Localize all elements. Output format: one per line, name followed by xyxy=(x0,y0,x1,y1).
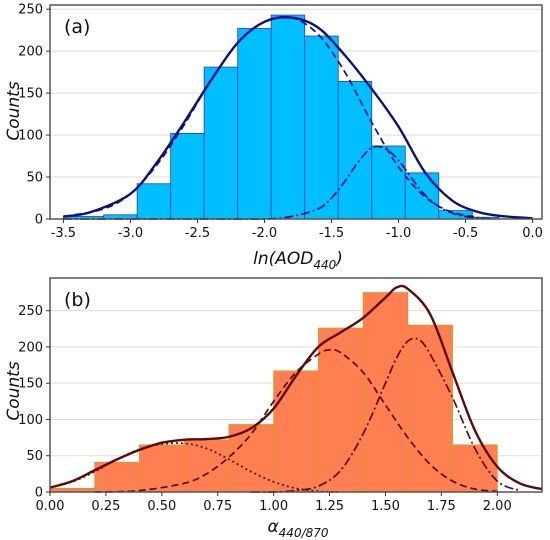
x-tick-label: -3.5 xyxy=(51,226,76,241)
y-tick-label: 50 xyxy=(26,171,43,186)
panel-a: -3.5 -3.0 -2.5 -2.0 -1.5 -1.0 -0.5 0.0 0 50 100 15… xyxy=(4,3,543,272)
histogram-bar xyxy=(404,172,440,220)
bars-b xyxy=(49,292,498,493)
curves-b xyxy=(49,284,543,493)
y-tick-label: 0 xyxy=(35,213,43,228)
x-axis-label-a: ln(AOD440) xyxy=(253,249,343,272)
histogram-bar xyxy=(273,370,319,493)
histogram-bar xyxy=(237,28,272,220)
histogram-bar xyxy=(362,292,409,493)
x-tick-label: 0.25 xyxy=(91,499,120,514)
x-ticks-b: 0.00 0.25 0.50 0.75 1.00 1.25 1.50 1.75 2.00 xyxy=(36,492,512,514)
fit-curve-dashdot xyxy=(63,145,493,221)
histogram-bar xyxy=(317,327,364,493)
y-tick-label: 250 xyxy=(18,304,43,319)
y-tick-label: 100 xyxy=(18,413,43,428)
y-tick-label: 250 xyxy=(18,3,43,18)
histogram-bar xyxy=(337,80,373,220)
histogram-bar xyxy=(452,444,498,493)
panel-b: 0.00 0.25 0.50 0.75 1.00 1.25 1.50 1.75 2.00 0 50… xyxy=(4,277,543,540)
x-axis-label-b: α440/870 xyxy=(267,517,328,540)
histogram-bar xyxy=(270,14,306,220)
x-tick-label: 1.50 xyxy=(371,499,400,514)
x-tick-label: 1.25 xyxy=(315,499,344,514)
x-tick-label: -2.0 xyxy=(252,226,277,241)
fit-curve-dashed xyxy=(94,348,498,493)
x-tick-label: -1.5 xyxy=(319,226,344,241)
panel-label-b: (b) xyxy=(64,289,91,311)
x-tick-label: -2.5 xyxy=(185,226,210,241)
histogram-bar xyxy=(304,35,339,220)
y-tick-label: 50 xyxy=(26,449,43,464)
fit-curve-dashdot xyxy=(251,337,520,493)
y-tick-label: 150 xyxy=(18,377,43,392)
x-ticks-a: -3.5 -3.0 -2.5 -2.0 -1.5 -1.0 -0.5 0.0 xyxy=(51,219,543,241)
x-tick-label: 1.75 xyxy=(427,499,456,514)
y-ticks-a: 0 50 100 150 200 250 xyxy=(18,3,50,228)
x-tick-label: 1.00 xyxy=(259,499,288,514)
y-axis-label-a: Counts xyxy=(4,81,24,140)
histogram-bar xyxy=(371,145,406,220)
x-tick-label: 0.0 xyxy=(522,226,543,241)
y-tick-label: 100 xyxy=(18,129,43,144)
y-tick-label: 0 xyxy=(35,486,43,501)
y-tick-label: 150 xyxy=(18,87,43,102)
x-tick-label: 0.50 xyxy=(147,499,176,514)
curves-a xyxy=(63,15,533,221)
histogram-bar xyxy=(407,324,453,493)
panel-label-a: (a) xyxy=(64,16,90,38)
x-tick-label: 0.75 xyxy=(203,499,232,514)
y-ticks-b: 0 50 100 150 200 250 xyxy=(18,304,50,501)
y-tick-label: 200 xyxy=(18,340,43,355)
fit-curve-solid xyxy=(63,16,533,220)
x-tick-label: 0.00 xyxy=(36,499,65,514)
histogram-bar xyxy=(203,66,239,220)
x-tick-label: -3.0 xyxy=(118,226,143,241)
y-axis-label-b: Counts xyxy=(4,361,24,420)
x-tick-label: 2.00 xyxy=(483,499,512,514)
bars-a xyxy=(63,14,500,220)
fit-curve-dashed xyxy=(63,15,480,219)
plot-frame-a xyxy=(49,4,543,220)
plot-frame-b xyxy=(49,277,543,493)
x-tick-label: -0.5 xyxy=(453,226,478,241)
y-tick-label: 200 xyxy=(18,45,43,60)
x-tick-label: -1.0 xyxy=(386,226,411,241)
histogram-bar xyxy=(170,132,205,220)
histogram-bar xyxy=(136,183,172,220)
